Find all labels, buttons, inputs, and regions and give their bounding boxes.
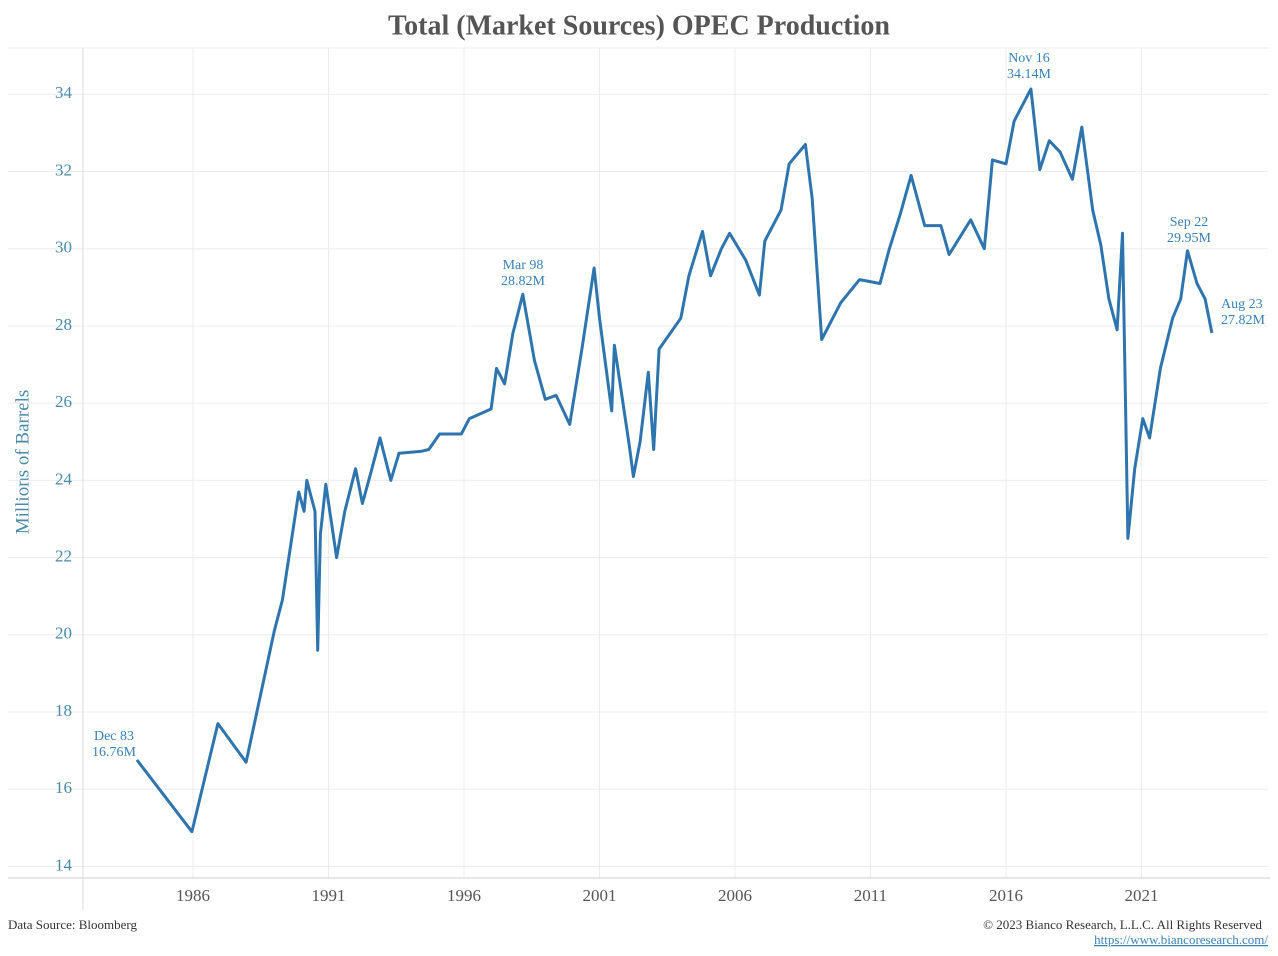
x-tick-label: 2016	[989, 886, 1023, 905]
annotation-value: 28.82M	[501, 274, 546, 289]
y-tick-label: 22	[55, 546, 72, 565]
y-tick-label: 20	[55, 624, 72, 643]
y-tick-label: 16	[55, 778, 72, 797]
y-tick-label: 34	[55, 83, 73, 102]
y-tick-label: 28	[55, 315, 72, 334]
y-tick-label: 30	[55, 238, 72, 257]
url[interactable]: https://www.biancoresearch.com/	[1094, 932, 1268, 947]
x-tick-label: 1996	[447, 886, 481, 905]
annotation-date: Sep 22	[1170, 215, 1209, 230]
y-axis-label: Millions of Barrels	[12, 390, 33, 535]
line-series	[135, 87, 1214, 834]
source: Data Source: Bloomberg	[8, 917, 138, 932]
annotation-value: 29.95M	[1167, 231, 1212, 246]
annotation-date: Aug 23	[1221, 297, 1263, 312]
annotation-date: Dec 83	[94, 729, 134, 744]
x-tick-label: 2006	[718, 886, 752, 905]
x-tick-label: 2011	[854, 886, 887, 905]
y-tick-label: 32	[55, 160, 72, 179]
annotation-value: 16.76M	[92, 745, 137, 760]
y-tick-label: 24	[55, 469, 73, 488]
y-tick-label: 26	[55, 392, 72, 411]
chart-title: Total (Market Sources) OPEC Production	[388, 10, 890, 41]
copyright: © 2023 Bianco Research, L.L.C. All Right…	[983, 917, 1262, 932]
x-tick-label: 2001	[582, 886, 616, 905]
annotation-date: Nov 16	[1008, 51, 1050, 66]
annotation-date: Mar 98	[503, 258, 544, 273]
y-tick-label: 14	[55, 855, 73, 874]
x-tick-label: 1991	[312, 886, 346, 905]
x-tick-label: 1986	[176, 886, 210, 905]
y-tick-label: 18	[55, 701, 72, 720]
annotation-value: 34.14M	[1007, 67, 1052, 82]
annotation-value: 27.82M	[1221, 313, 1266, 328]
x-tick-label: 2021	[1124, 886, 1158, 905]
